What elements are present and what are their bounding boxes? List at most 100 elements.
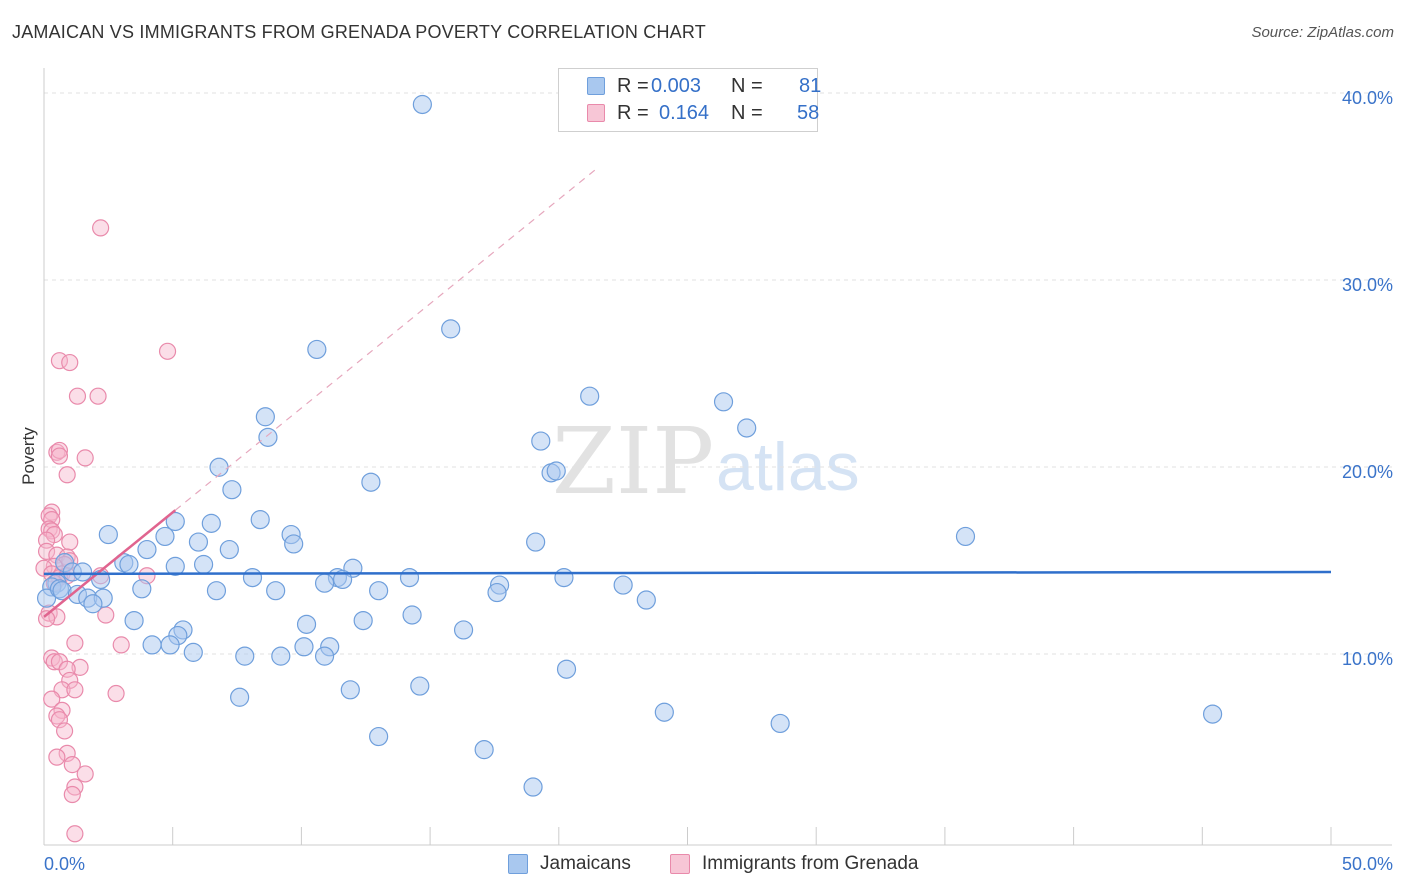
point-jamaicans bbox=[314, 646, 335, 666]
point-jamaicans bbox=[523, 777, 543, 797]
point-jamaicans bbox=[165, 556, 185, 576]
point-grenada bbox=[58, 466, 76, 484]
point-grenada bbox=[89, 387, 107, 405]
point-grenada bbox=[107, 684, 125, 703]
y-axis-label: Poverty bbox=[19, 427, 38, 485]
x-tick-labels: 0.0% 50.0% bbox=[44, 854, 1393, 874]
legend-n-value: 58 bbox=[797, 102, 820, 124]
point-jamaicans bbox=[955, 526, 976, 547]
legend-r-label: R = bbox=[617, 102, 649, 124]
point-jamaicans bbox=[402, 605, 422, 625]
point-grenada bbox=[61, 353, 79, 372]
point-grenada bbox=[55, 722, 74, 740]
point-jamaicans bbox=[165, 511, 185, 532]
trend-lines bbox=[43, 167, 1332, 618]
watermark: ZIP atlas bbox=[552, 408, 860, 515]
point-jamaicans bbox=[770, 713, 790, 734]
point-jamaicans bbox=[713, 392, 734, 412]
y-tick-label: 40.0% bbox=[1342, 88, 1393, 108]
y-tick-labels: 10.0% 20.0% 30.0% 40.0% bbox=[1342, 88, 1393, 669]
point-grenada bbox=[43, 690, 61, 708]
points-jamaicans bbox=[36, 94, 1223, 797]
watermark-atlas: atlas bbox=[716, 429, 860, 505]
point-jamaicans bbox=[556, 659, 577, 679]
point-grenada bbox=[66, 825, 84, 843]
point-jamaicans bbox=[284, 534, 304, 554]
point-jamaicans bbox=[546, 461, 566, 481]
point-jamaicans bbox=[441, 319, 461, 339]
y-tick-label: 30.0% bbox=[1342, 275, 1393, 295]
bottom-legend-swatch-blue bbox=[508, 854, 528, 874]
point-jamaicans bbox=[201, 513, 221, 533]
point-jamaicans bbox=[369, 726, 389, 747]
point-jamaicans bbox=[36, 588, 57, 608]
point-grenada bbox=[50, 352, 69, 370]
point-grenada bbox=[76, 765, 94, 783]
point-jamaicans bbox=[155, 526, 175, 547]
point-grenada bbox=[48, 748, 66, 766]
legend-swatch-pink bbox=[587, 104, 605, 122]
point-grenada bbox=[63, 785, 81, 804]
point-grenada bbox=[50, 711, 69, 729]
y-tick-label: 10.0% bbox=[1342, 649, 1393, 669]
point-jamaicans bbox=[332, 569, 353, 590]
point-jamaicans bbox=[230, 687, 250, 707]
point-jamaicans bbox=[636, 590, 656, 610]
point-grenada bbox=[76, 449, 94, 467]
point-jamaicans bbox=[307, 339, 327, 360]
point-jamaicans bbox=[124, 610, 144, 631]
point-grenada bbox=[50, 447, 69, 465]
point-jamaicans bbox=[83, 594, 103, 614]
chart-title: JAMAICAN VS IMMIGRANTS FROM GRENADA POVE… bbox=[12, 22, 706, 42]
point-jamaicans bbox=[412, 94, 432, 115]
point-grenada bbox=[92, 219, 110, 237]
grid bbox=[44, 92, 1392, 655]
source-label: Source: ZipAtlas.com bbox=[1251, 24, 1394, 41]
point-jamaicans bbox=[294, 637, 314, 657]
point-grenada bbox=[37, 542, 56, 561]
point-jamaicans bbox=[271, 646, 291, 666]
point-jamaicans bbox=[160, 635, 180, 655]
x-tick-label-max: 50.0% bbox=[1342, 854, 1393, 874]
point-jamaicans bbox=[1202, 704, 1223, 724]
point-jamaicans bbox=[399, 567, 420, 588]
point-jamaicans bbox=[410, 676, 430, 696]
stats-legend: R = 0.003 N = 81 R = 0.164 N = 58 bbox=[558, 68, 822, 132]
point-jamaicans bbox=[369, 581, 389, 601]
point-grenada bbox=[45, 653, 63, 671]
point-jamaicans bbox=[314, 573, 335, 593]
point-grenada bbox=[48, 608, 66, 626]
point-jamaicans bbox=[258, 427, 278, 447]
bottom-legend-label: Jamaicans bbox=[540, 853, 631, 874]
point-jamaicans bbox=[296, 614, 317, 634]
axes bbox=[43, 68, 1392, 846]
point-grenada bbox=[71, 658, 89, 676]
legend-swatch-blue bbox=[587, 77, 605, 95]
watermark-zip: ZIP bbox=[552, 408, 714, 515]
point-jamaicans bbox=[526, 532, 546, 552]
point-jamaicans bbox=[206, 581, 227, 601]
legend-n-label: N = bbox=[731, 75, 763, 97]
point-grenada bbox=[37, 610, 56, 628]
bottom-legend-swatch-pink bbox=[670, 854, 690, 874]
legend-r-value: 0.003 bbox=[651, 75, 702, 97]
trend-line-grenada-extrapolated bbox=[174, 167, 598, 511]
point-jamaicans bbox=[340, 680, 360, 700]
point-jamaicans bbox=[580, 386, 600, 406]
point-jamaicans bbox=[235, 646, 255, 666]
point-jamaicans bbox=[222, 480, 242, 500]
point-grenada bbox=[63, 755, 81, 774]
point-jamaicans bbox=[353, 610, 373, 631]
legend-n-value: 81 bbox=[799, 75, 822, 97]
point-jamaicans bbox=[554, 567, 574, 588]
trend-line-grenada bbox=[43, 509, 177, 618]
point-jamaicans bbox=[219, 539, 239, 560]
legend-r-label: R = bbox=[617, 75, 649, 97]
point-grenada bbox=[68, 387, 87, 405]
point-jamaicans bbox=[183, 642, 203, 662]
point-grenada bbox=[112, 636, 130, 654]
bottom-legend-label: Immigrants from Grenada bbox=[702, 853, 919, 874]
x-tick-label-min: 0.0% bbox=[44, 854, 85, 874]
point-grenada bbox=[61, 533, 79, 551]
trend-line-jamaicans bbox=[43, 570, 1332, 576]
